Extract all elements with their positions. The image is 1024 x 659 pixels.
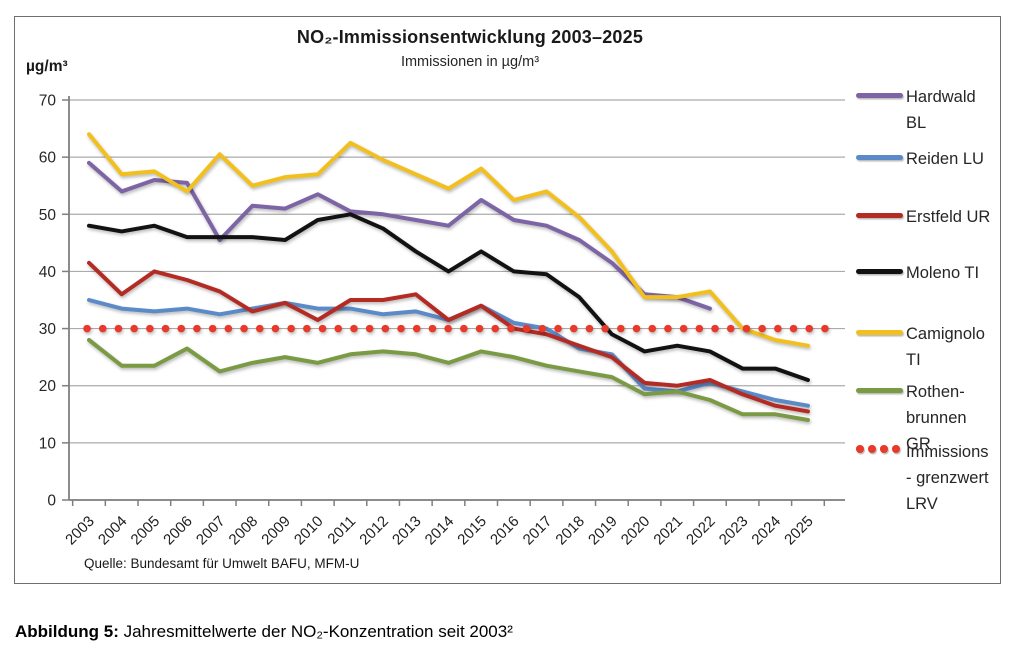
x-tick-label: 2018 <box>552 513 588 549</box>
legend-label-hardwald-bl: Hardwald BL <box>906 88 976 132</box>
x-tick-label: 2022 <box>683 513 719 549</box>
x-tick-label: 2011 <box>324 513 359 548</box>
y-tick-label: 70 <box>39 93 57 110</box>
series-line-camignolo-ti <box>87 132 810 348</box>
legend-label-rothenbrunnen-gr: Rothen-brunnen GR <box>906 383 967 453</box>
legend-item-immissionsgrenzwert-lrv: Immissions - grenzwert LRV <box>856 439 1016 517</box>
legend-item-moleno-ti: Moleno TI <box>856 260 1016 286</box>
figure-caption-text: Jahresmittelwerte der NO₂-Konzentration … <box>118 622 513 641</box>
y-tick-label: 20 <box>39 378 57 395</box>
x-tick-label: 2016 <box>487 513 523 549</box>
x-tick-label: 2025 <box>781 513 817 549</box>
x-tick-label: 2005 <box>128 513 164 549</box>
y-tick-label: 40 <box>39 264 57 281</box>
chart-title: NO₂-Immissionsentwicklung 2003–2025 <box>296 27 644 47</box>
figure-caption-number: Abbildung 5: <box>15 622 119 641</box>
y-tick-label: 60 <box>39 150 57 167</box>
y-tick-label: 10 <box>39 435 57 452</box>
series-line-reiden-lu <box>87 298 810 408</box>
x-tick-label: 2007 <box>193 513 229 549</box>
chart-border-box <box>14 16 1001 584</box>
x-tick-label: 2003 <box>62 513 98 549</box>
x-tick-label: 2014 <box>422 513 458 549</box>
x-tick-label: 2009 <box>258 513 294 549</box>
legend-label-erstfeld-ur: Erstfeld UR <box>906 208 991 226</box>
series-line-hardwald-bl <box>87 160 712 311</box>
x-tick-label: 2023 <box>716 513 752 549</box>
legend-item-camignolo-ti: Camignolo TI <box>856 321 1016 373</box>
source-note: Quelle: Bundesamt für Umwelt BAFU, MFM-U <box>84 556 360 571</box>
legend-label-immissionsgrenzwert-lrv: Immissions - grenzwert LRV <box>906 443 989 513</box>
legend-label-reiden-lu: Reiden LU <box>906 150 984 168</box>
legend-swatch-hardwald-bl <box>856 93 903 98</box>
series-line-rothenbrunnen-gr <box>87 338 810 422</box>
legend-label-moleno-ti: Moleno TI <box>906 264 980 282</box>
legend-swatch-moleno-ti <box>856 269 903 274</box>
legend-swatch-reiden-lu <box>856 155 903 160</box>
x-tick-label: 2020 <box>618 513 654 549</box>
axes <box>62 96 845 506</box>
y-tick-label: 30 <box>39 321 57 338</box>
legend-swatch-camignolo-ti <box>856 330 903 335</box>
y-axis-tick-labels: 0 10 20 30 40 50 60 70 <box>39 93 57 510</box>
x-tick-label: 2021 <box>650 513 686 549</box>
x-tick-label: 2012 <box>356 513 392 549</box>
legend-swatch-immissionsgrenzwert-lrv <box>856 445 906 453</box>
legend-item-reiden-lu: Reiden LU <box>856 146 1016 172</box>
x-tick-label: 2008 <box>226 513 262 549</box>
x-tick-label: 2024 <box>748 513 784 549</box>
legend-swatch-rothenbrunnen-gr <box>856 388 903 393</box>
figure-caption: Abbildung 5: Jahresmittelwerte der NO₂-K… <box>15 622 513 642</box>
series-line-moleno-ti <box>87 212 810 382</box>
gridlines <box>69 99 845 501</box>
legend-label-camignolo-ti: Camignolo TI <box>906 325 985 369</box>
x-tick-label: 2004 <box>95 513 131 549</box>
y-tick-label: 0 <box>47 493 56 510</box>
legend-item-rothenbrunnen-gr: Rothen-brunnen GR <box>856 379 1016 457</box>
x-tick-label: 2019 <box>585 513 621 549</box>
y-tick-label: 50 <box>39 207 57 224</box>
x-tick-label: 2010 <box>291 513 327 549</box>
legend-item-hardwald-bl: Hardwald BL <box>856 84 1016 136</box>
x-tick-label: 2006 <box>160 513 196 549</box>
series-line-erstfeld-ur <box>87 260 810 414</box>
y-axis-unit-label: µg/m³ <box>26 58 68 75</box>
legend-swatch-erstfeld-ur <box>856 213 903 218</box>
chart-subtitle: Immissionen in µg/m³ <box>400 54 540 70</box>
legend-item-erstfeld-ur: Erstfeld UR <box>856 204 1016 230</box>
x-tick-label: 2015 <box>454 513 490 549</box>
x-axis-tick-labels: 2003200420052006200720082009201020112012… <box>62 513 817 549</box>
x-tick-label: 2017 <box>520 513 556 549</box>
x-tick-label: 2013 <box>389 513 425 549</box>
